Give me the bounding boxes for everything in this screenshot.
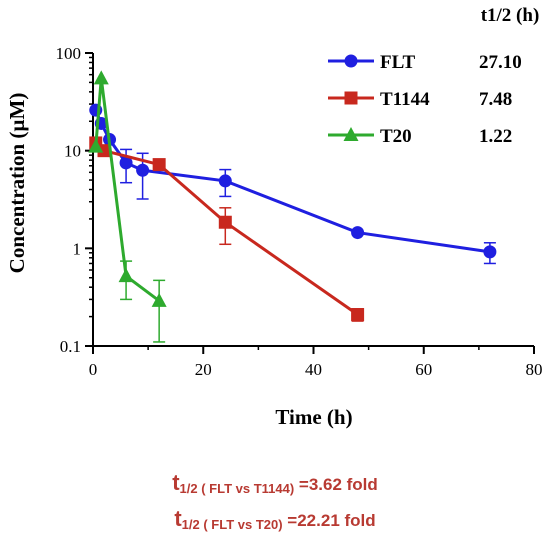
footnote-sub: 1/2 ( FLT vs T1144) [179, 481, 295, 496]
x-axis-title: Time (h) [275, 405, 352, 429]
legend-header: t1/2 (h) [481, 5, 540, 26]
legend-label: T1144 [380, 89, 430, 110]
legend-halflife: 27.10 [479, 52, 522, 73]
y-tick-label: 0.1 [60, 337, 81, 356]
data-point [93, 70, 109, 85]
footnote-value: =3.62 fold [294, 475, 378, 494]
footnote-t: t [174, 506, 182, 531]
data-point [97, 144, 111, 158]
y-axis-title: Concentration (µM) [5, 93, 29, 274]
y-tick-label: 100 [56, 44, 82, 63]
y-tick-label: 10 [64, 142, 81, 161]
x-tick-label: 60 [415, 360, 432, 379]
data-point [118, 268, 134, 283]
footnote-t: t [172, 470, 180, 495]
data-point [88, 138, 104, 153]
data-point [351, 226, 365, 240]
data-point [483, 245, 497, 259]
legend-label: FLT [380, 52, 416, 73]
legend-halflife: 7.48 [479, 89, 512, 110]
data-point [152, 158, 166, 172]
legend-marker [344, 91, 358, 105]
footnote-sub: 1/2 ( FLT vs T20) [181, 517, 283, 532]
axes: 0.1 1 10 100 0 20 40 60 80 [56, 44, 543, 379]
halflife-ratio-flt-t1144: t1/2 ( FLT vs T1144) =3.62 fold [0, 470, 550, 496]
series-t20 [88, 70, 167, 343]
x-tick-label: 0 [89, 360, 98, 379]
data-point [218, 215, 232, 229]
data-point [119, 156, 133, 170]
x-tick-label: 40 [305, 360, 322, 379]
legend-item-t1144: T1144 7.48 [328, 89, 512, 110]
legend-marker [343, 127, 359, 141]
halflife-ratio-flt-t20: t1/2 ( FLT vs T20) =22.21 fold [0, 506, 550, 532]
y-tick-label: 1 [73, 239, 82, 258]
data-point [151, 292, 167, 307]
x-tick-label: 20 [195, 360, 212, 379]
footnote-value: =22.21 fold [282, 511, 376, 530]
legend: t1/2 (h) FLT 27.10 T1144 7.48 T20 1.22 [328, 5, 539, 147]
data-point [218, 174, 232, 188]
error-bar [153, 279, 166, 343]
plot-area [88, 70, 497, 343]
data-point [351, 308, 365, 322]
x-tick-label: 80 [526, 360, 543, 379]
series-line [94, 109, 491, 254]
pk-chart: 0.1 1 10 100 0 20 40 60 80 t1/2 (h) FLT 27.10 T1144… [5, 5, 543, 429]
legend-item-t20: T20 1.22 [328, 126, 512, 147]
legend-halflife: 1.22 [479, 126, 512, 147]
series-line [94, 78, 161, 303]
legend-label: T20 [380, 126, 412, 147]
series-flt [89, 103, 497, 265]
data-point [136, 163, 150, 177]
legend-marker [344, 54, 358, 68]
legend-item-flt: FLT 27.10 [328, 52, 522, 73]
